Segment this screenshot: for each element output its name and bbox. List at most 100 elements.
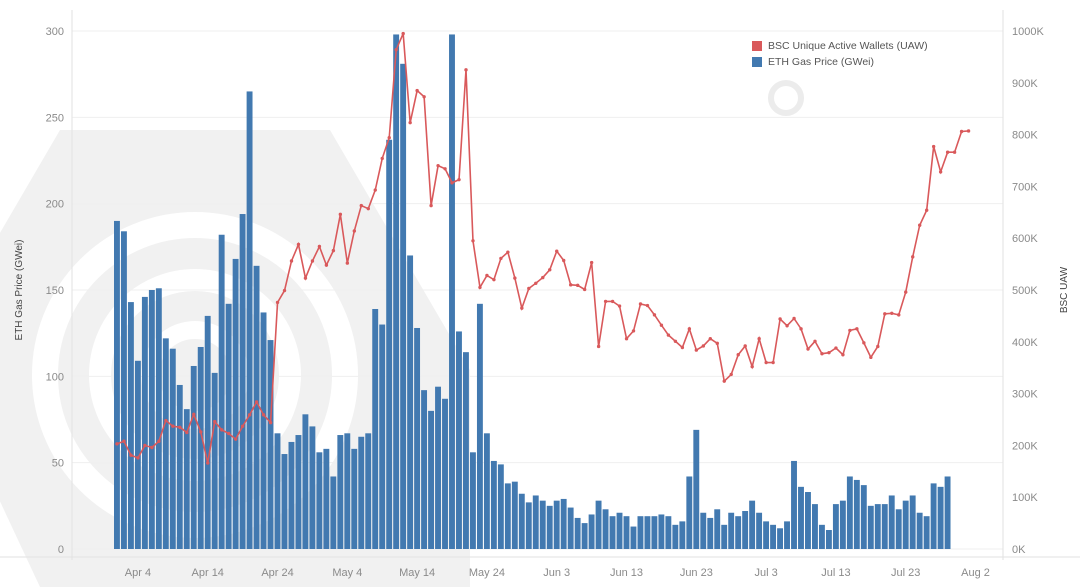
gas-price-bar [114, 220, 120, 549]
legend: BSC Unique Active Wallets (UAW) ETH Gas … [752, 38, 928, 70]
legend-label: BSC Unique Active Wallets (UAW) [768, 40, 928, 52]
uaw-point [959, 129, 964, 134]
uaw-point [869, 355, 873, 360]
uaw-point [527, 286, 531, 291]
gas-price-bar [288, 441, 295, 549]
uaw-point [220, 428, 224, 432]
gas-price-bar [909, 495, 916, 549]
gas-price-bar [463, 352, 469, 549]
gas-price-bar [588, 514, 595, 549]
left-y-tick-label: 300 [46, 26, 64, 38]
uaw-point [757, 336, 761, 341]
uaw-point [687, 327, 692, 331]
left-y-tick-label: 100 [46, 371, 64, 383]
uaw-point [666, 333, 671, 337]
gas-price-bar [832, 504, 839, 549]
gas-price-bar [581, 523, 588, 549]
uaw-point [282, 288, 287, 293]
uaw-point [876, 344, 880, 349]
uaw-point [199, 430, 203, 434]
gas-price-bar [812, 504, 818, 549]
uaw-point [631, 329, 636, 333]
gas-price-bar [414, 327, 421, 549]
gas-price-bar [197, 346, 204, 549]
gas-price-bar [211, 372, 218, 549]
gas-price-bar [204, 315, 211, 549]
uaw-point [401, 31, 405, 36]
gas-price-bar [902, 500, 909, 549]
gas-price-bar [518, 493, 525, 549]
uaw-point [338, 212, 343, 217]
dappradar-logo-icon [768, 80, 804, 116]
uaw-point [534, 281, 538, 285]
gas-price-bar [595, 500, 602, 549]
gas-price-bar [274, 433, 281, 549]
gas-price-bar [644, 516, 651, 549]
uaw-point [373, 188, 377, 192]
uaw-point [708, 336, 712, 341]
uaw-point [380, 156, 384, 161]
gas-price-bar [190, 365, 197, 549]
gas-price-bar [148, 290, 155, 549]
gas-price-bar [344, 433, 351, 549]
uaw-point [569, 283, 573, 287]
uaw-point [541, 275, 545, 280]
left-y-tick-label: 200 [46, 199, 64, 211]
gas-price-bar [895, 509, 902, 549]
x-tick-label: Aug 2 [961, 567, 990, 579]
x-tick-label: May 4 [332, 567, 362, 579]
gas-price-bar [476, 303, 483, 549]
uaw-point [436, 163, 440, 168]
uaw-point [771, 360, 775, 365]
uaw-point [303, 276, 308, 280]
uaw-point [164, 418, 168, 423]
gas-price-bar [239, 214, 246, 549]
gas-price-bar [637, 516, 644, 549]
uaw-point [275, 300, 280, 305]
uaw-point [966, 129, 971, 133]
uaw-point [813, 339, 817, 343]
x-tick-label: Jul 23 [891, 567, 920, 579]
right-y-tick-label: 100K [1012, 492, 1038, 504]
gas-price-bar [930, 483, 937, 549]
uaw-point [617, 304, 622, 308]
right-y-tick-label: 900K [1012, 78, 1038, 90]
uaw-point [743, 344, 747, 348]
right-y-tick-label: 800K [1012, 130, 1038, 142]
uaw-point [701, 344, 706, 348]
x-tick-label: Jul 3 [755, 567, 778, 579]
uaw-point [226, 431, 231, 436]
uaw-point [924, 208, 929, 212]
uaw-point [603, 299, 608, 304]
gas-price-bar [686, 476, 693, 549]
uaw-point [520, 306, 524, 310]
uaw-point [862, 341, 866, 345]
uaw-point [596, 344, 601, 349]
left-axis-title: ETH Gas Price (GWei) [14, 240, 25, 341]
uaw-point [268, 420, 273, 425]
gas-price-bar [525, 502, 532, 549]
right-y-tick-label: 300K [1012, 389, 1038, 401]
gas-price-bar [141, 296, 148, 549]
gas-price-bar [428, 410, 434, 549]
uaw-point [582, 287, 587, 292]
legend-item-gas: ETH Gas Price (GWei) [752, 54, 928, 70]
gas-price-bar [728, 512, 735, 549]
gas-price-bar [469, 452, 476, 549]
gas-price-bar [770, 524, 777, 549]
uaw-point [415, 88, 419, 93]
right-y-tick-label: 700K [1012, 181, 1038, 193]
right-y-ticks: 0K 100K 200K 300K 400K 500K 600K 700K 800K 900K 10… [1012, 26, 1044, 556]
uaw-point [261, 413, 266, 417]
uaw-point [492, 277, 496, 282]
x-tick-label: May 24 [469, 567, 505, 579]
right-y-tick-label: 400K [1012, 337, 1038, 349]
gas-price-bar [707, 517, 714, 549]
gas-price-bar [742, 511, 749, 549]
gas-price-bar [553, 500, 560, 549]
gas-price-bar [379, 324, 386, 549]
legend-label: ETH Gas Price (GWei) [768, 56, 874, 68]
uaw-point [722, 379, 726, 383]
gas-price-bar [874, 504, 881, 549]
uaw-point [652, 313, 657, 317]
